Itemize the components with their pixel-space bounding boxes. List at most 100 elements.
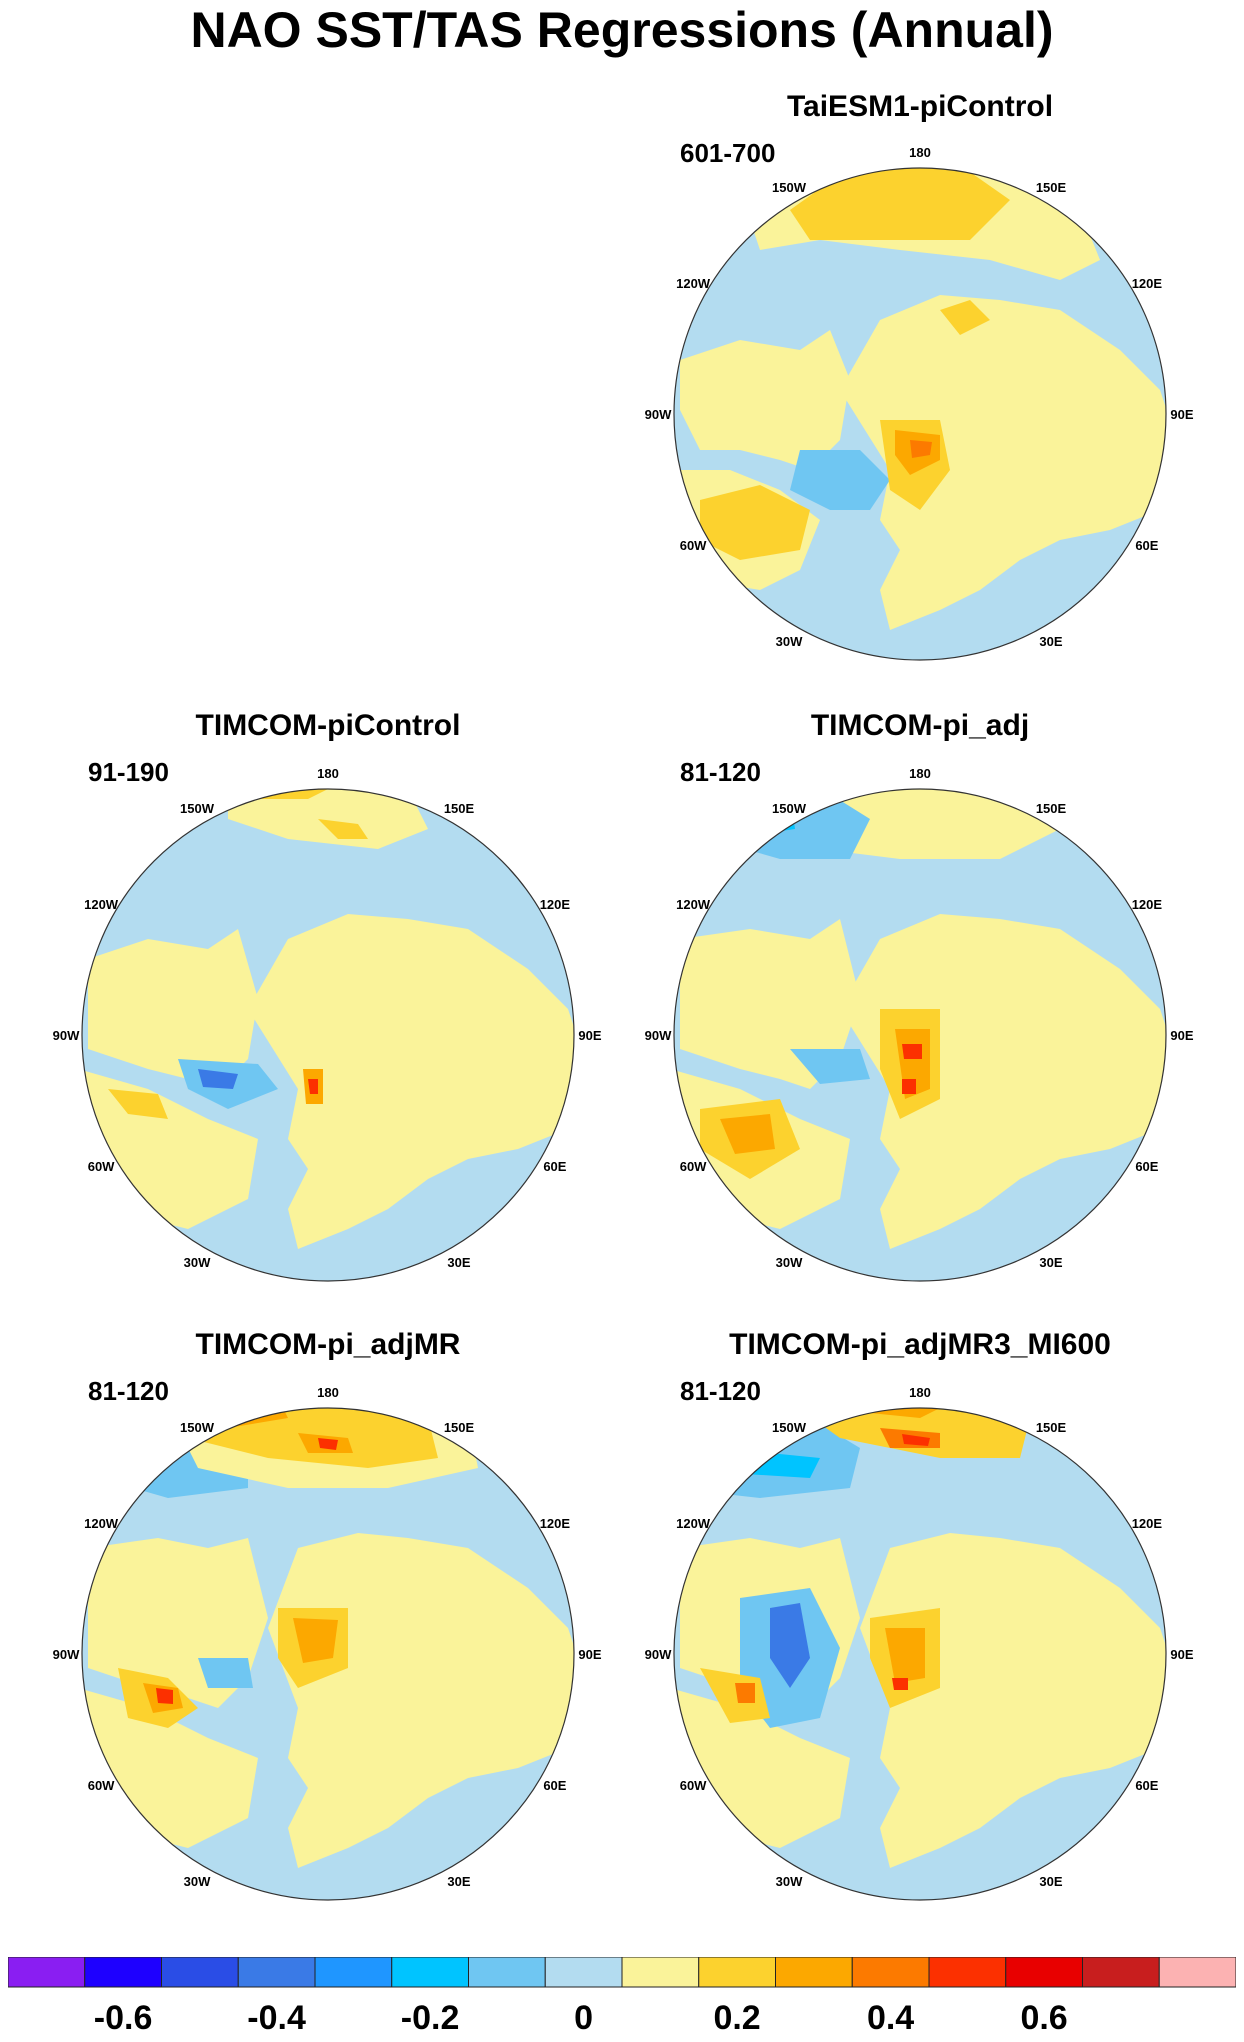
longitude-label: 90W xyxy=(645,1647,672,1662)
colorbar-tick-label: 0.6 xyxy=(1020,1999,1067,2037)
panel-title: TIMCOM-pi_adjMR xyxy=(195,1328,461,1361)
colorbar-box xyxy=(1158,1957,1236,1988)
colorbar-tick-label: -0.2 xyxy=(401,1999,460,2037)
anomaly-neg-arctic xyxy=(198,1658,253,1688)
anomaly-pacific-core xyxy=(902,1434,930,1446)
land-america xyxy=(680,919,860,1089)
colorbar-box xyxy=(851,1957,930,1988)
map-boundary xyxy=(81,788,575,1282)
colorbar-box xyxy=(1082,1957,1160,1988)
colorbar-tick-label: 0 xyxy=(574,1999,593,2037)
longitude-label: 60E xyxy=(1135,1159,1158,1174)
longitude-label: 150E xyxy=(444,801,475,816)
longitude-label: 60W xyxy=(88,1159,115,1174)
longitude-label: 150E xyxy=(1036,801,1067,816)
land-asia xyxy=(840,914,1166,1249)
panel-period: 81-120 xyxy=(680,757,761,787)
longitude-label: 180 xyxy=(317,766,339,781)
anomaly-europe-core xyxy=(910,440,932,458)
land-asia xyxy=(248,914,574,1249)
longitude-label: 30E xyxy=(1039,634,1062,649)
longitude-label: 30W xyxy=(184,1874,211,1889)
longitude-label: 90E xyxy=(1170,407,1193,422)
longitude-label: 60E xyxy=(1135,538,1158,553)
longitude-label: 30W xyxy=(776,1255,803,1270)
longitude-label: 120E xyxy=(1132,276,1163,291)
map-panel-timcom-picontrol: 180150E120E90E60E30E030W60W90W120W150W T… xyxy=(48,709,608,1289)
anomaly-europe-strong xyxy=(885,1628,925,1683)
longitude-label: 150E xyxy=(444,1420,475,1435)
longitude-label: 120W xyxy=(84,1516,119,1531)
longitude-label: 60E xyxy=(543,1159,566,1174)
polar-map: 180150E120E90E60E30E030W60W90W120W150W xyxy=(645,1385,1194,1901)
land-america xyxy=(88,929,258,1089)
colorbar: -0.6 -0.4 -0.2 0 0.2 0.4 0.6 xyxy=(8,1957,1236,2037)
longitude-label: 90E xyxy=(578,1028,601,1043)
longitude-labels: 180150E120E90E60E30E030W60W90W120W150W xyxy=(645,1385,1194,1889)
colorbar-box xyxy=(8,1957,86,1988)
longitude-label: 60W xyxy=(88,1778,115,1793)
panel-period: 601-700 xyxy=(680,138,776,168)
anomaly-neg-atlantic xyxy=(790,450,890,510)
colorbar-tick-label: 0.4 xyxy=(867,1999,914,2037)
colorbar-box xyxy=(928,1957,1007,1988)
longitude-label: 30W xyxy=(184,1255,211,1270)
colorbar-box xyxy=(391,1957,469,1988)
colorbar-box xyxy=(237,1957,316,1988)
polar-map: 180150E120E90E60E30E030W60W90W120W150W xyxy=(645,145,1194,670)
anomaly-neg-atlantic-core xyxy=(770,1603,810,1688)
anomaly-pacific xyxy=(178,1408,438,1468)
longitude-labels: 180150E120E90E60E30E030W60W90W120W150W xyxy=(645,766,1194,1270)
longitude-label: 120E xyxy=(1132,897,1163,912)
anomaly-atlantic xyxy=(108,1089,168,1119)
polar-map: 180150E120E90E60E30E030W60W90W120W150W xyxy=(53,1385,602,1901)
anomaly-europe-core xyxy=(892,1678,908,1690)
longitude-label: 90W xyxy=(645,1028,672,1043)
figure-title: NAO SST/TAS Regressions (Annual) xyxy=(190,2,1054,58)
map-boundary xyxy=(673,1407,1167,1901)
anomaly-atlantic-core xyxy=(156,1688,173,1704)
longitude-label: 0 xyxy=(916,669,923,670)
map-panel-timcom-pi-adjmr3-mi600: 180150E120E90E60E30E030W60W90W120W150W T… xyxy=(640,1328,1200,1908)
longitude-label: 90E xyxy=(1170,1028,1193,1043)
longitude-label: 90E xyxy=(578,1647,601,1662)
anomaly-atlantic-strong xyxy=(720,1114,775,1154)
map-boundary xyxy=(673,788,1167,1282)
longitude-label: 90E xyxy=(1170,1647,1193,1662)
anomaly-europe-strong xyxy=(293,1618,338,1663)
longitude-label: 60E xyxy=(1135,1778,1158,1793)
longitude-label: 150W xyxy=(772,1420,807,1435)
anomaly-europe-core-2 xyxy=(902,1079,916,1094)
panel-period: 81-120 xyxy=(88,1376,169,1406)
longitude-label: 90W xyxy=(645,407,672,422)
longitude-label: 150W xyxy=(180,801,215,816)
longitude-label: 60W xyxy=(680,538,707,553)
longitude-label: 60E xyxy=(543,1778,566,1793)
map-panel-timcom-pi-adj: 180150E120E90E60E30E030W60W90W120W150W T… xyxy=(640,709,1200,1289)
panel-title: TIMCOM-pi_adjMR3_MI600 xyxy=(729,1328,1111,1361)
anomaly-atlantic xyxy=(700,1668,770,1723)
longitude-label: 150E xyxy=(1036,180,1067,195)
longitude-label: 120W xyxy=(676,1516,711,1531)
longitude-label: 150W xyxy=(772,801,807,816)
longitude-label: 120W xyxy=(676,276,711,291)
anomaly-pacific-core xyxy=(318,1438,338,1450)
longitude-label: 30E xyxy=(447,1255,470,1270)
polar-map: 180150E120E90E60E30E030W60W90W120W150W xyxy=(53,766,602,1282)
colorbar-box xyxy=(161,1957,239,1988)
panel-period: 81-120 xyxy=(680,1376,761,1406)
longitude-labels: 180150E120E90E60E30E030W60W90W120W150W xyxy=(53,766,602,1270)
colorbar-box xyxy=(314,1957,393,1988)
colorbar-box xyxy=(698,1957,776,1988)
longitude-label: 30W xyxy=(776,634,803,649)
longitude-label: 180 xyxy=(909,145,931,160)
colorbar-box xyxy=(621,1957,700,1988)
colorbar-box xyxy=(775,1957,853,1988)
panel-title: TaiESM1-piControl xyxy=(786,90,1054,123)
anomaly-pacific xyxy=(800,749,880,779)
colorbar-tick-label: -0.4 xyxy=(247,1999,306,2037)
panel-title: TIMCOM-pi_adj xyxy=(810,709,1030,742)
anomaly-pacific xyxy=(790,168,1010,240)
longitude-label: 30E xyxy=(1039,1874,1062,1889)
colorbar-boxes xyxy=(8,1957,1236,1988)
